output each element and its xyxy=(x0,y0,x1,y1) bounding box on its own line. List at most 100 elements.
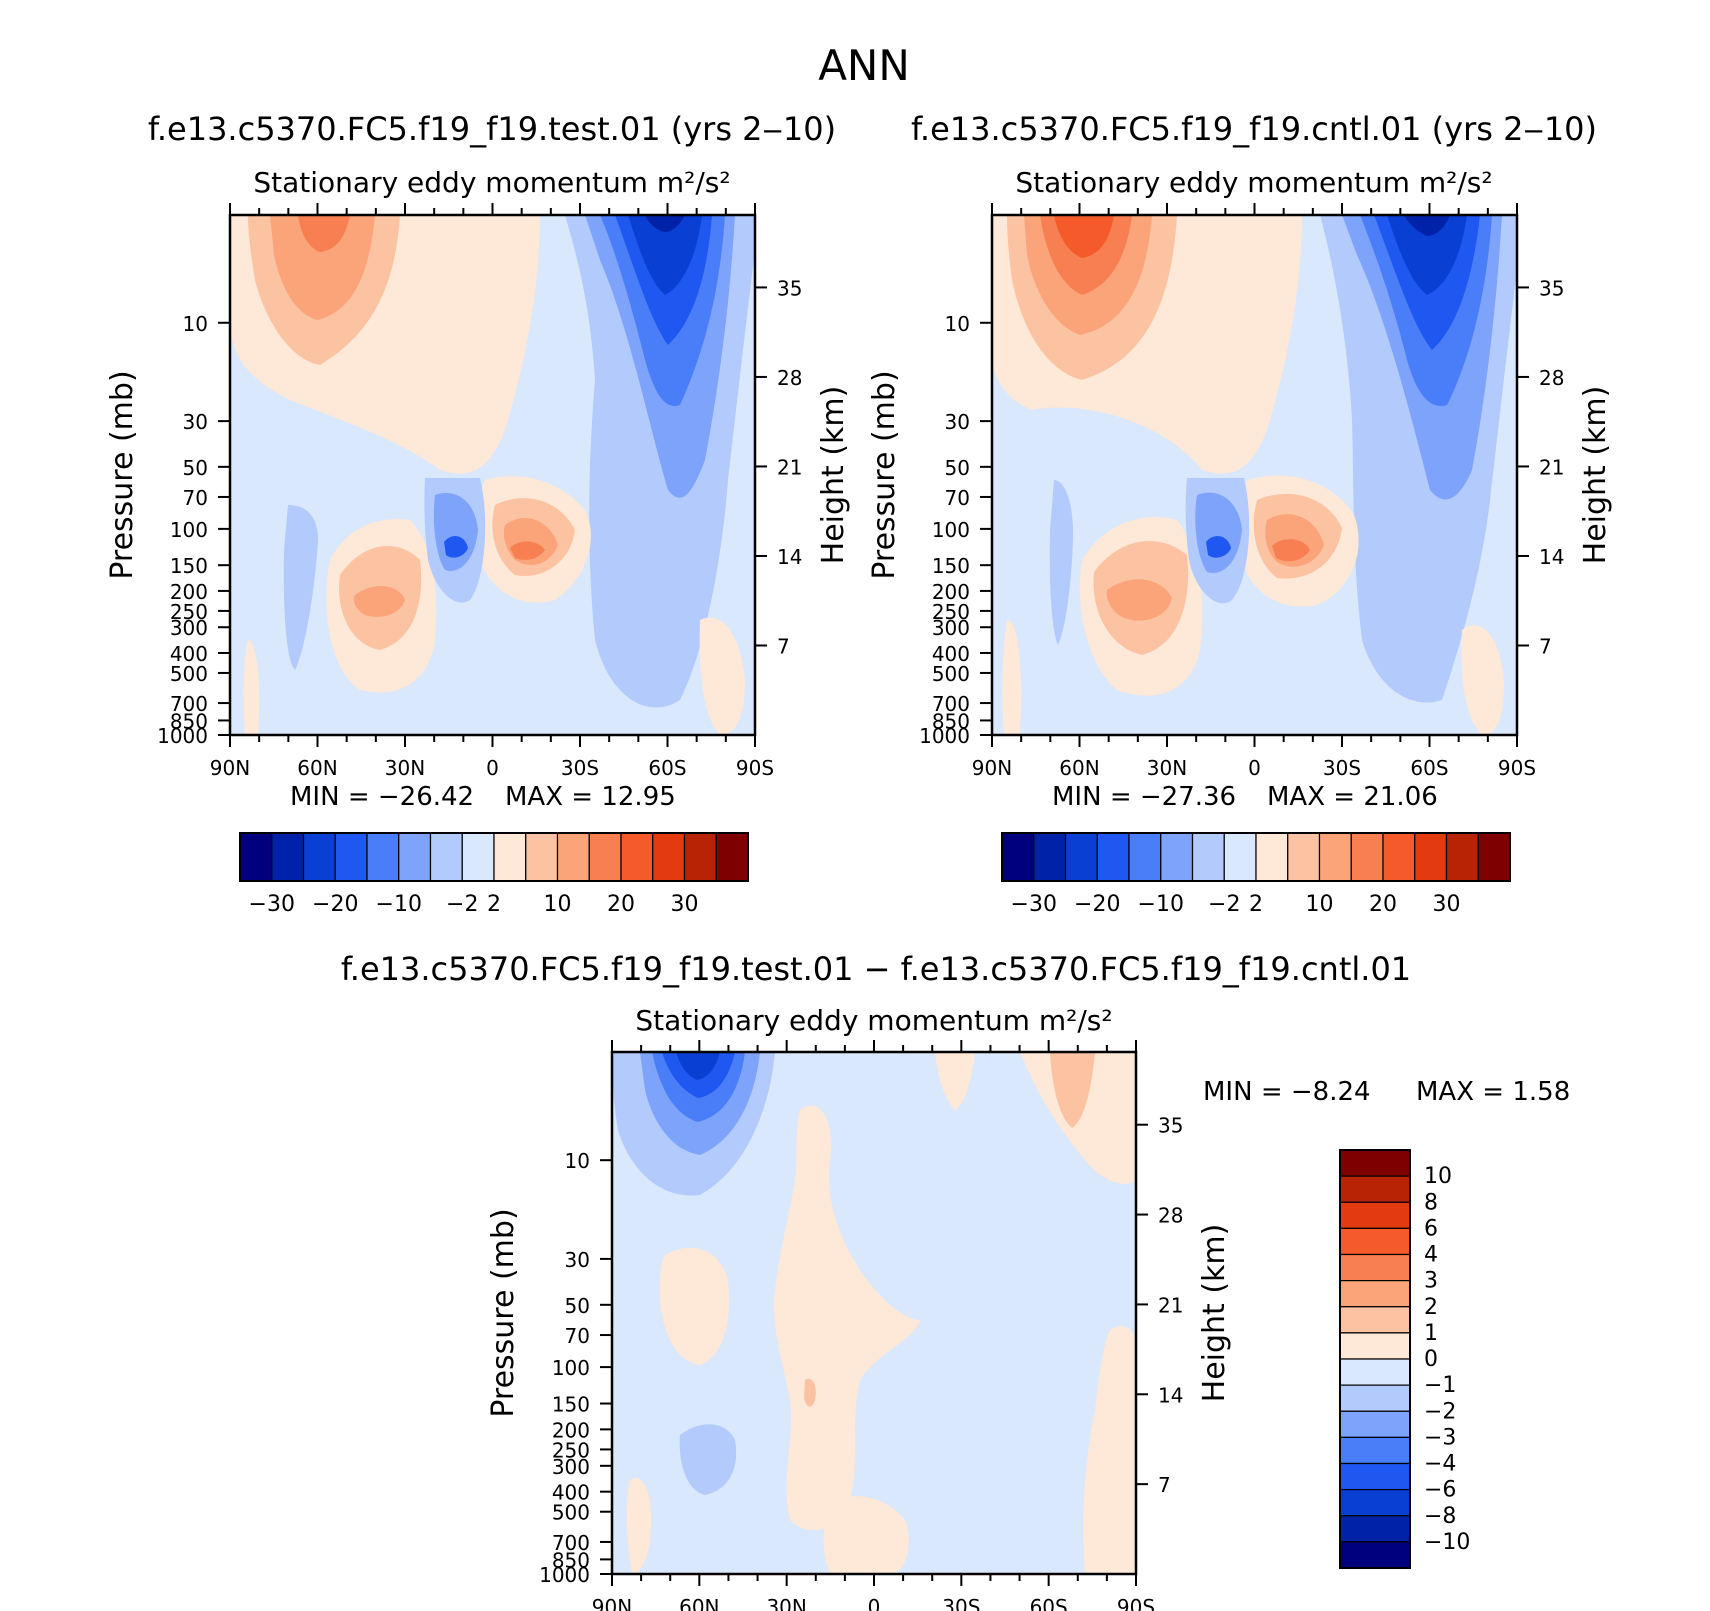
y-tick-label: 300 xyxy=(552,1455,590,1479)
y-tick-label: 700 xyxy=(932,692,970,716)
min-label: MIN = −8.24 xyxy=(1203,1077,1371,1107)
y-tick-label: 850 xyxy=(552,1548,590,1572)
panel-diff-subtitle: Stationary eddy momentum m²/s² xyxy=(635,1004,1112,1037)
y-tick-label: 850 xyxy=(932,709,970,733)
colorbar-swatch xyxy=(334,832,368,882)
colorbar-swatch xyxy=(239,832,273,882)
colorbar-label: 8 xyxy=(1424,1190,1438,1215)
panel-diff-field xyxy=(612,1052,1136,1574)
x-tick-label: 60N xyxy=(297,756,337,780)
colorbar-label: 20 xyxy=(1369,892,1397,917)
y-tick-label: 150 xyxy=(170,554,208,578)
colorbar-label: −3 xyxy=(1424,1425,1456,1450)
colorbar-swatch xyxy=(1191,832,1225,882)
y-tick-label: 500 xyxy=(932,662,970,686)
min-label: MIN = −27.36 xyxy=(1052,782,1236,812)
y-tick-label: 10 xyxy=(945,312,970,336)
y-tick-label: 400 xyxy=(552,1481,590,1505)
y-tick-label: 30 xyxy=(945,410,970,434)
y-tick-label: 1000 xyxy=(157,724,208,748)
colorbar-swatch xyxy=(620,832,654,882)
colorbar-label: −10 xyxy=(1424,1530,1470,1555)
y-tick-label: 70 xyxy=(183,486,208,510)
y-tick-label: 200 xyxy=(552,1418,590,1442)
colorbar-label: −20 xyxy=(312,892,358,917)
panel-diff: f.e13.c5370.FC5.f19_f19.test.01 − f.e13.… xyxy=(341,950,1570,1611)
max-label: MAX = 21.06 xyxy=(1267,782,1438,812)
colorbar-swatch xyxy=(715,832,749,882)
contour-positive xyxy=(1461,625,1504,735)
y-tick-label: 300 xyxy=(170,616,208,640)
contour-negative xyxy=(645,215,685,232)
colorbar-label: 30 xyxy=(1433,892,1461,917)
colorbar-swatch xyxy=(1339,1280,1411,1308)
colorbar: −30 −20 −10 −2 2 10 20 30 xyxy=(239,832,749,917)
max-label: MAX = 12.95 xyxy=(505,782,676,812)
colorbar-swatch xyxy=(1128,832,1162,882)
y-tick-label: 30 xyxy=(183,410,208,434)
colorbar-swatch xyxy=(429,832,463,882)
colorbar-swatch xyxy=(1223,832,1257,882)
contour-negative xyxy=(433,493,478,571)
colorbar-swatch xyxy=(588,832,622,882)
height-tick-label: 7 xyxy=(1158,1473,1171,1497)
y-tick-label: 250 xyxy=(170,600,208,624)
figure-title: ANN xyxy=(818,41,910,90)
colorbar-label: 4 xyxy=(1424,1243,1438,1268)
contour-positive xyxy=(699,617,745,735)
colorbar-frame xyxy=(1339,1149,1411,1569)
colorbar-swatch xyxy=(1339,1306,1411,1334)
height-tick-label: 14 xyxy=(1539,545,1564,569)
y-axis-title: Pressure (mb) xyxy=(867,370,902,579)
panel-test-field xyxy=(230,215,755,735)
y-tick-label: 1000 xyxy=(919,724,970,748)
colorbar-swatch xyxy=(1318,832,1352,882)
contour-positive xyxy=(1050,1052,1095,1128)
colorbar-label: −10 xyxy=(376,892,422,917)
colorbar-swatch xyxy=(1339,1489,1411,1517)
colorbar-swatch xyxy=(1339,1149,1411,1177)
colorbar-label: 30 xyxy=(671,892,699,917)
contour-positive xyxy=(935,1052,975,1110)
panel-cntl-case-title: f.e13.c5370.FC5.f19_f19.cntl.01 (yrs 2‒1… xyxy=(911,110,1597,148)
colorbar-label: −1 xyxy=(1424,1373,1456,1398)
x-tick-label: 90S xyxy=(1117,1595,1155,1611)
contour-positive xyxy=(298,215,350,252)
x-axis: 90N 60N 30N 0 30S 60S 90S xyxy=(972,203,1536,780)
colorbar-swatch xyxy=(652,832,686,882)
y-tick-label: 30 xyxy=(565,1248,590,1272)
colorbar-swatch xyxy=(1339,1201,1411,1229)
colorbar-swatch xyxy=(1339,1436,1411,1465)
contour-positive xyxy=(804,1378,816,1407)
y-tick-label: 100 xyxy=(552,1356,590,1380)
colorbar-swatch xyxy=(1339,1462,1411,1491)
y-axis-title-right: Height (km) xyxy=(1578,386,1613,565)
contour-negative xyxy=(679,1424,737,1495)
colorbar-label: −8 xyxy=(1424,1504,1456,1529)
y-tick-label: 400 xyxy=(932,642,970,666)
y-tick-label: 10 xyxy=(565,1149,590,1173)
contour-positive xyxy=(823,1496,910,1574)
y-tick-label: 100 xyxy=(170,518,208,542)
colorbar-swatch xyxy=(1339,1410,1411,1438)
x-tick-label: 30N xyxy=(1147,756,1187,780)
colorbar-swatch xyxy=(1339,1541,1411,1569)
colorbar-label: 6 xyxy=(1424,1216,1438,1241)
height-tick-label: 14 xyxy=(777,545,802,569)
contour-positive xyxy=(270,215,375,320)
y-tick-label: 700 xyxy=(552,1531,590,1555)
contour-positive xyxy=(1106,579,1172,621)
colorbar-swatch xyxy=(366,832,400,882)
y-tick-label: 150 xyxy=(932,554,970,578)
colorbar-swatch xyxy=(461,832,495,882)
contour-positive xyxy=(1002,619,1022,735)
colorbar-swatch xyxy=(1382,832,1416,882)
y-axis-title: Pressure (mb) xyxy=(486,1208,521,1417)
contour-positive xyxy=(1054,215,1114,258)
x-tick-label: 60N xyxy=(679,1595,719,1611)
colorbar-label: 2 xyxy=(1249,892,1263,917)
contour-negative xyxy=(444,536,468,558)
y-tick-label: 850 xyxy=(170,709,208,733)
